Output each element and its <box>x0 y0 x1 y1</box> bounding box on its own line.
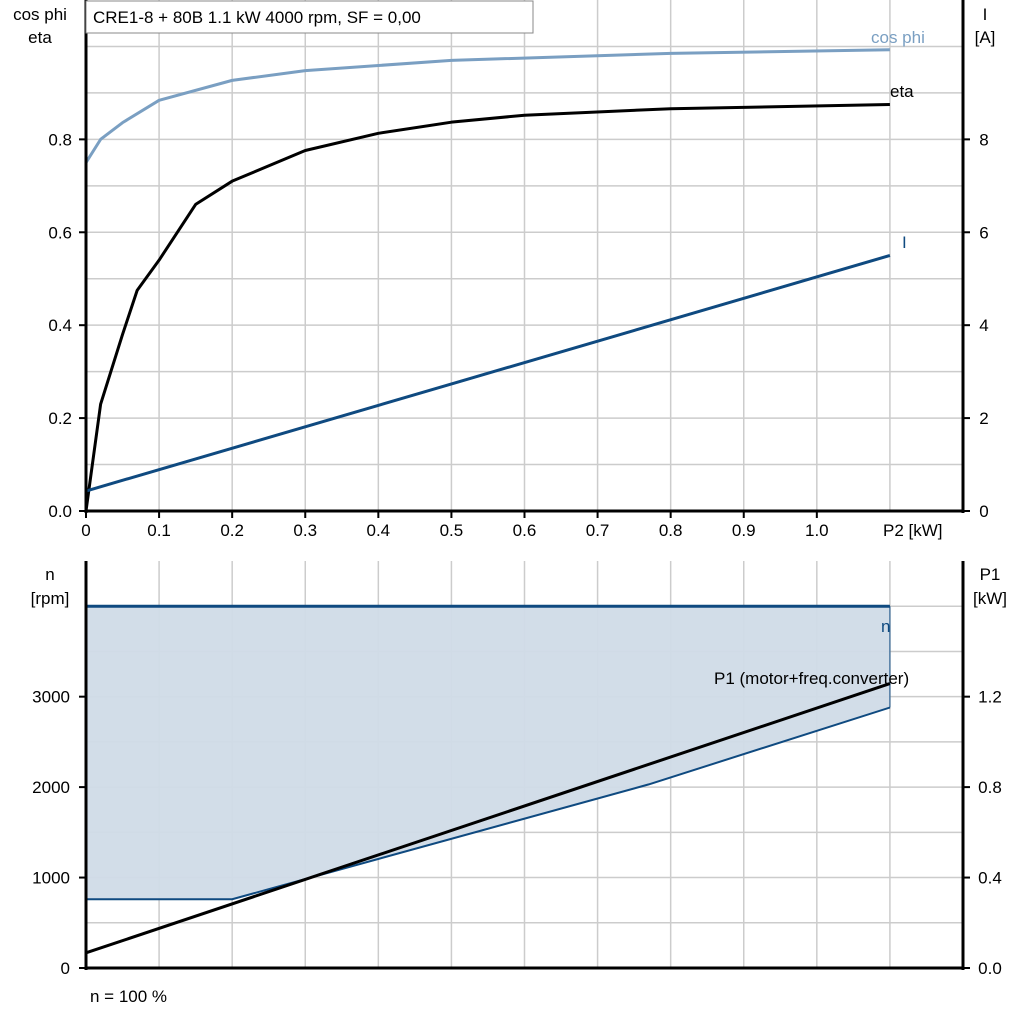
y-label-left-2: eta <box>28 28 52 47</box>
x-tick-label: 0.1 <box>147 521 171 540</box>
label-eta: eta <box>890 82 914 101</box>
y-tick-label-left: 0.8 <box>48 130 72 149</box>
y-tick-label-right: 2 <box>979 409 988 428</box>
y-tick-label-left: 0.4 <box>48 316 72 335</box>
x-axis-label: P2 [kW] <box>883 521 943 540</box>
chart-title: CRE1-8 + 80B 1.1 kW 4000 rpm, SF = 0,00 <box>93 8 421 27</box>
label-cosphi: cos phi <box>871 28 925 47</box>
y-label-left-2: [rpm] <box>31 589 70 608</box>
y-tick-label-right: 0 <box>979 502 988 521</box>
y-tick-label-right: 4 <box>979 316 988 335</box>
y-label-left-1: cos phi <box>13 5 67 24</box>
x-tick-label: 0.8 <box>659 521 683 540</box>
y-label-right-2: [kW] <box>973 589 1007 608</box>
footer-note: n = 100 % <box>90 987 167 1006</box>
y-tick-label-right: 8 <box>979 130 988 149</box>
x-tick-label: 0.2 <box>220 521 244 540</box>
series-eta <box>84 103 890 512</box>
label-n: n <box>881 617 890 636</box>
y-label-left-1: n <box>45 565 54 584</box>
series-cos-phi <box>84 48 890 164</box>
speed-range-area <box>86 606 890 900</box>
y-tick-label-right: 6 <box>979 223 988 242</box>
y-label-right-2: [A] <box>975 28 996 47</box>
y-tick-label-left: 0.2 <box>48 409 72 428</box>
series-P1 <box>85 682 891 955</box>
y-tick-label-right: 0.8 <box>978 778 1002 797</box>
y-tick-label-left: 0.6 <box>48 223 72 242</box>
y-tick-label-right: 1.2 <box>978 688 1002 707</box>
y-label-right-1: P1 <box>980 565 1001 584</box>
y-tick-label-left: 0 <box>61 959 70 978</box>
series-n-min <box>86 706 891 901</box>
y-tick-label-left: 0.0 <box>48 502 72 521</box>
x-tick-label: 1.0 <box>805 521 829 540</box>
y-label-right-1: I <box>983 5 988 24</box>
y-tick-label-right: 0.4 <box>978 869 1002 888</box>
x-tick-label: 0.5 <box>440 521 464 540</box>
y-tick-label-left: 1000 <box>32 869 70 888</box>
x-tick-label: 0.7 <box>586 521 610 540</box>
x-tick-label: 0.3 <box>293 521 317 540</box>
label-I: I <box>902 233 907 252</box>
series-I <box>85 254 891 493</box>
x-tick-label: 0.4 <box>367 521 391 540</box>
x-tick-label: 0.9 <box>732 521 756 540</box>
y-tick-label-right: 0.0 <box>978 959 1002 978</box>
label-P1: P1 (motor+freq.converter) <box>714 669 909 688</box>
x-tick-label: 0.6 <box>513 521 537 540</box>
y-tick-label-left: 2000 <box>32 778 70 797</box>
y-tick-label-left: 3000 <box>32 688 70 707</box>
x-tick-label: 0 <box>81 521 90 540</box>
title-box <box>85 0 534 34</box>
